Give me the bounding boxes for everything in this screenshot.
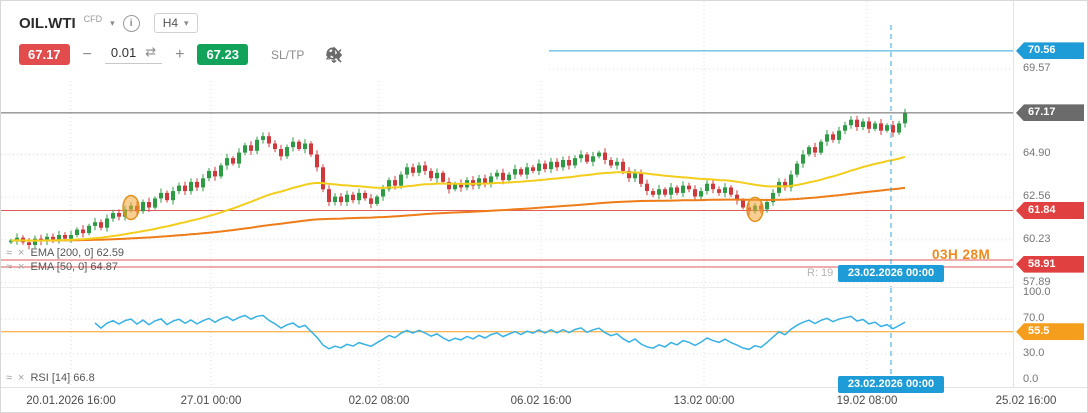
rsi-label: RSI [14] 66.8 bbox=[30, 372, 95, 384]
candlestick-series bbox=[9, 108, 907, 250]
range-label: R: 19 bbox=[807, 267, 834, 279]
axis-date-badge: 23.02.2026 00:00 bbox=[838, 376, 944, 393]
price-axis-tick: 64.90 bbox=[1023, 147, 1051, 160]
instrument-header: OIL.WTI CFD ▾ i H4 ▾ bbox=[19, 13, 549, 33]
price-axis-tick: 69.57 bbox=[1023, 62, 1051, 74]
chevron-down-icon: ▾ bbox=[184, 17, 189, 28]
close-icon[interactable]: × bbox=[18, 247, 25, 259]
price-badge: 61.84 bbox=[1016, 201, 1084, 219]
crosshair-date-badge: 23.02.2026 00:00 bbox=[838, 265, 944, 282]
chevron-down-icon[interactable]: ▾ bbox=[110, 17, 115, 28]
volume-decrease-button[interactable]: − bbox=[82, 45, 92, 63]
volume-group: 0.01 ⇄ bbox=[104, 45, 163, 64]
price-badge: 67.17 bbox=[1016, 104, 1084, 122]
rsi-indicator-pane[interactable] bbox=[1, 288, 1013, 386]
pan-move-icon[interactable] bbox=[325, 46, 343, 64]
close-icon[interactable]: × bbox=[18, 372, 25, 384]
price-axis[interactable]: 69.57 64.90 62.56 60.23 57.89 100.0 70.0 30.0 0.… bbox=[1013, 1, 1087, 387]
ema50-line bbox=[10, 155, 906, 242]
rsi-axis-tick: 70.0 bbox=[1023, 312, 1045, 325]
instrument-symbol[interactable]: OIL.WTI bbox=[19, 14, 76, 32]
rsi-legend: ≈ × RSI [14] 66.8 bbox=[6, 372, 95, 384]
rsi-level-badge: 55.5 bbox=[1016, 323, 1084, 341]
ema50-label: EMA [50, 0] 64.87 bbox=[30, 261, 118, 273]
buy-button[interactable]: 67.23 bbox=[197, 44, 248, 65]
indicator-wave-icon: ≈ bbox=[6, 247, 13, 259]
sltp-link[interactable]: SL/TP bbox=[271, 47, 305, 62]
time-axis-label: 06.02 16:00 bbox=[510, 395, 572, 407]
signal-marker bbox=[746, 196, 764, 223]
info-icon[interactable]: i bbox=[122, 14, 140, 32]
refresh-icon[interactable]: ⇄ bbox=[145, 45, 157, 60]
price-axis-tick: 57.89 bbox=[1023, 275, 1051, 288]
time-axis-label: 27.01 00:00 bbox=[180, 395, 242, 407]
time-axis-label: 19.02 08:00 bbox=[836, 395, 898, 407]
price-badge: 70.56 bbox=[1016, 42, 1084, 60]
time-axis-label: 20.01.2026 16:00 bbox=[26, 395, 116, 407]
ema200-line bbox=[10, 186, 906, 242]
rsi-line bbox=[94, 314, 906, 351]
close-icon[interactable]: × bbox=[18, 261, 25, 273]
indicator-wave-icon: ≈ bbox=[6, 261, 13, 273]
main-price-chart[interactable] bbox=[1, 1, 1013, 287]
rsi-axis-tick: 0.0 bbox=[1023, 373, 1039, 385]
time-axis[interactable]: 20.01.2026 16:00 27.01 00:00 02.02 08:00 06… bbox=[1, 387, 1087, 412]
indicator-wave-icon: ≈ bbox=[6, 372, 13, 384]
timeframe-value: H4 bbox=[162, 16, 179, 30]
trade-toolbar: 67.17 − 0.01 ⇄ + 67.23 SL/TP bbox=[19, 44, 549, 65]
top-panel: OIL.WTI CFD ▾ i H4 ▾ 67.17 − 0.01 ⇄ + 67… bbox=[1, 1, 549, 79]
ema200-label: EMA [200, 0] 62.59 bbox=[30, 247, 125, 259]
time-axis-label: 25.02 16:00 bbox=[995, 395, 1057, 407]
rsi-axis-tick: 100.0 bbox=[1023, 286, 1051, 298]
ema50-legend: ≈ × EMA [50, 0] 64.87 bbox=[6, 261, 118, 273]
price-badge: 58.91 bbox=[1016, 255, 1084, 273]
price-axis-tick: 60.23 bbox=[1023, 232, 1051, 245]
volume-input[interactable]: 0.01 bbox=[110, 45, 137, 60]
ema200-legend: ≈ × EMA [200, 0] 62.59 bbox=[6, 247, 124, 259]
candle-countdown: 03H 28M bbox=[932, 247, 991, 262]
time-axis-label: 02.02 08:00 bbox=[348, 395, 410, 407]
sell-button[interactable]: 67.17 bbox=[19, 44, 70, 65]
rsi-axis-tick: 30.0 bbox=[1023, 346, 1045, 359]
timeframe-select[interactable]: H4 ▾ bbox=[153, 13, 198, 33]
time-axis-label: 13.02 00:00 bbox=[673, 395, 735, 407]
signal-marker bbox=[122, 194, 140, 221]
price-axis-tick: 62.56 bbox=[1023, 190, 1051, 203]
volume-increase-button[interactable]: + bbox=[175, 45, 185, 63]
pane-separator[interactable] bbox=[1, 287, 1013, 288]
instrument-type-label: CFD bbox=[83, 14, 103, 24]
